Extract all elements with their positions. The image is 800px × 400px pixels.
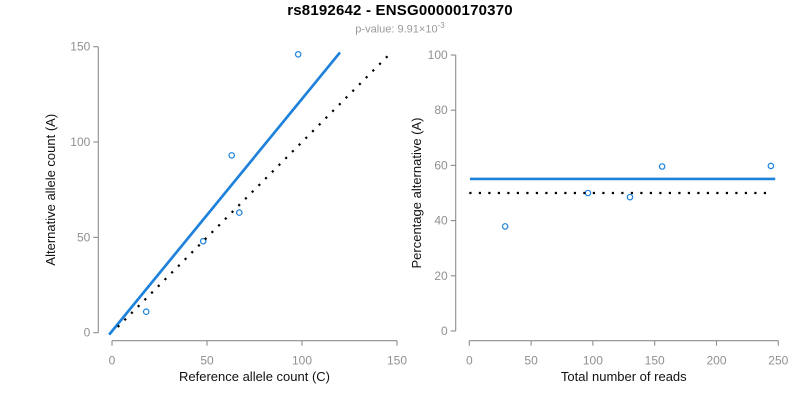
data-point bbox=[294, 51, 302, 58]
data-point bbox=[199, 237, 207, 245]
x-axis-title: Reference allele count (C) bbox=[179, 369, 330, 384]
x-tick-label: 250 bbox=[768, 354, 788, 368]
data-point bbox=[228, 152, 236, 159]
y-tick-label: 0 bbox=[84, 326, 91, 340]
x-tick-label: 100 bbox=[583, 354, 603, 368]
y-tick-label: 60 bbox=[434, 158, 448, 172]
fitted-line bbox=[108, 51, 342, 336]
y-axis-title: Percentage alternative (A) bbox=[409, 117, 424, 268]
x-tick-label: 150 bbox=[645, 354, 665, 368]
x-tick-label: 50 bbox=[524, 354, 538, 368]
x-axis-title: Total number of reads bbox=[561, 369, 687, 384]
y-tick-label: 0 bbox=[441, 324, 448, 338]
data-point bbox=[501, 223, 509, 230]
y-tick-label: 80 bbox=[434, 103, 448, 117]
data-point bbox=[142, 308, 150, 316]
y-tick-label: 20 bbox=[434, 269, 448, 283]
y-tick-label: 150 bbox=[70, 40, 90, 54]
data-point bbox=[236, 209, 243, 216]
y-tick-label: 50 bbox=[77, 230, 91, 244]
y-axis-title: Alternative allele count (A) bbox=[43, 114, 58, 266]
right-scatter-panel: 0 20 40 60 80 100 0 50 100 150 200 250 Total number … bbox=[409, 48, 789, 384]
x-tick-label: 150 bbox=[387, 354, 407, 368]
data-point bbox=[767, 162, 775, 170]
x-tick-label: 0 bbox=[466, 354, 473, 368]
identity-line bbox=[116, 55, 389, 328]
x-tick-label: 100 bbox=[292, 354, 312, 368]
x-tick-label: 200 bbox=[706, 354, 726, 368]
x-tick-label: 0 bbox=[109, 354, 116, 368]
y-tick-label: 100 bbox=[428, 48, 448, 62]
left-scatter-panel: 0 50 100 150 0 50 100 150 Reference allele count… bbox=[43, 40, 407, 384]
data-point bbox=[658, 163, 666, 170]
y-tick-label: 40 bbox=[434, 214, 448, 228]
x-tick-label: 50 bbox=[200, 354, 214, 368]
data-point bbox=[584, 189, 592, 197]
data-point bbox=[626, 193, 634, 201]
y-tick-label: 100 bbox=[70, 135, 90, 149]
